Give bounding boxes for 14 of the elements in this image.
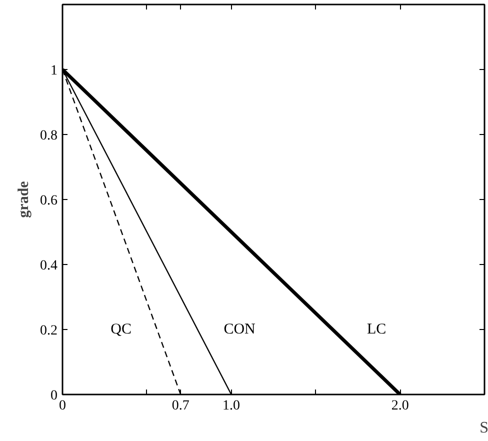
series-label: QC	[110, 322, 132, 338]
y-tick-label: 0.2	[40, 324, 58, 338]
x-tick-label: 2.0	[391, 398, 409, 414]
y-tick-label: 0	[50, 388, 58, 404]
x-tick-label: 0.7	[172, 398, 190, 414]
series-label: LC	[366, 322, 386, 338]
series-label: CON	[224, 322, 256, 338]
y-tick-label: 0.4	[40, 258, 58, 274]
x-tick-label: 1.0	[222, 398, 240, 414]
y-axis-title: grade	[16, 180, 32, 218]
x-axis-title: S	[480, 420, 488, 436]
y-tick-label: 0.8	[40, 128, 58, 144]
y-tick-label: 0.6	[40, 194, 58, 208]
y-tick-label: 1	[50, 64, 58, 78]
